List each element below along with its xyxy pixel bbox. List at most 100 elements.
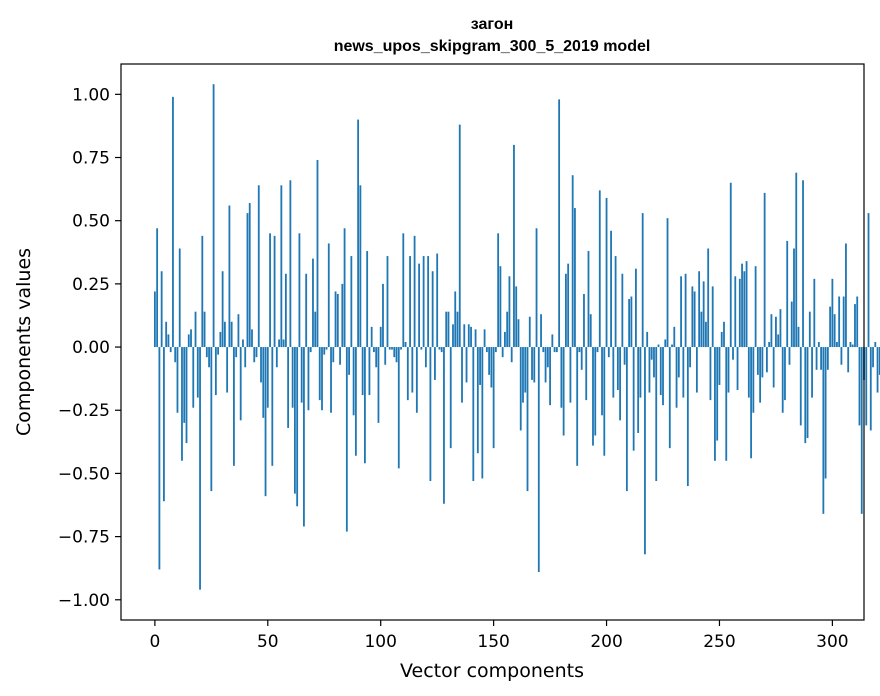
bar-component-100	[379, 326, 382, 348]
bar-component-299	[829, 306, 832, 348]
bar-component-34	[230, 321, 233, 348]
bar-component-211	[630, 296, 633, 348]
bar-component-245	[707, 248, 710, 348]
bar-component-113	[409, 256, 411, 348]
bar-component-306	[845, 243, 847, 348]
bar-component-204	[614, 256, 617, 348]
bar-component-38	[239, 347, 242, 421]
bar-component-176	[551, 334, 554, 348]
bar-component-60	[289, 180, 292, 348]
bar-component-258	[736, 347, 739, 391]
bar-component-93	[364, 347, 366, 464]
y-tick-label: 0.50	[72, 212, 110, 232]
bar-component-167	[531, 347, 533, 380]
bar-component-62	[293, 347, 296, 494]
bar-component-22	[203, 311, 206, 348]
bar-component-89	[354, 347, 357, 456]
bar-component-171	[540, 314, 542, 348]
bar-component-317	[869, 347, 872, 431]
bar-component-179	[558, 99, 561, 348]
bar-component-94	[366, 251, 369, 348]
bar-component-260	[741, 263, 743, 348]
bar-component-12	[181, 347, 183, 461]
bar-component-123	[431, 271, 434, 348]
bar-component-104	[388, 347, 391, 350]
bar-component-255	[729, 182, 732, 348]
bar-component-221	[653, 347, 655, 378]
bar-component-151	[494, 347, 497, 353]
bar-component-31	[223, 321, 226, 348]
bar-component-187	[576, 347, 579, 466]
bar-component-303	[838, 296, 841, 348]
bar-component-26	[212, 84, 215, 348]
bar-component-272	[768, 342, 771, 348]
bar-component-315	[865, 347, 868, 426]
bar-component-312	[858, 347, 861, 426]
bar-component-162	[519, 347, 522, 431]
bar-component-244	[705, 321, 707, 348]
bar-component-157	[508, 276, 511, 348]
bar-component-105	[391, 347, 393, 350]
bar-component-134	[456, 311, 459, 348]
bar-component-79	[332, 347, 335, 363]
bar-component-205	[616, 347, 619, 391]
bar-component-129	[445, 311, 448, 348]
bar-component-235	[684, 273, 687, 348]
bar-component-41	[246, 213, 249, 348]
bar-component-316	[867, 213, 870, 348]
bar-component-48	[262, 347, 265, 418]
bar-component-17	[192, 347, 195, 408]
bar-component-128	[443, 347, 445, 504]
bar-component-318	[872, 347, 874, 368]
bar-component-242	[700, 311, 703, 348]
bar-component-140	[470, 326, 472, 348]
bar-component-5	[165, 321, 168, 348]
bar-component-107	[395, 347, 398, 363]
bar-component-135	[458, 124, 461, 348]
bar-component-50	[266, 347, 269, 408]
bar-component-293	[815, 347, 818, 370]
bar-component-25	[210, 347, 213, 492]
bar-component-7	[169, 347, 172, 353]
bar-component-261	[743, 271, 746, 348]
bar-component-278	[781, 347, 784, 413]
bar-component-154	[501, 347, 504, 358]
bar-component-119	[422, 256, 425, 348]
bar-component-145	[481, 347, 484, 479]
bar-component-284	[795, 172, 798, 348]
bar-component-295	[820, 347, 822, 370]
bar-component-71	[314, 311, 317, 348]
bar-component-173	[544, 347, 547, 383]
bar-component-228	[668, 347, 671, 449]
bar-component-233	[680, 276, 682, 348]
bar-component-108	[397, 347, 400, 469]
bar-component-287	[802, 180, 804, 348]
bar-component-44	[253, 347, 256, 363]
y-tick-label: −0.25	[58, 401, 110, 421]
bar-component-63	[296, 347, 299, 507]
bar-component-240	[695, 347, 698, 393]
bar-component-269	[761, 347, 764, 378]
bar-component-121	[427, 256, 430, 348]
bar-component-296	[822, 347, 825, 514]
x-axis: 0 50 100 150 200 250 300	[149, 620, 849, 652]
bar-component-175	[549, 347, 551, 406]
bar-component-264	[750, 347, 752, 459]
bar-component-227	[666, 218, 669, 348]
bar-component-68	[307, 347, 310, 411]
bar-component-208	[623, 347, 626, 365]
bar-component-307	[847, 347, 850, 373]
bar-component-292	[813, 278, 816, 348]
bar-component-92	[361, 347, 364, 396]
bar-component-194	[592, 347, 594, 446]
bar-component-81	[336, 293, 339, 348]
bar-component-116	[415, 347, 418, 413]
bar-component-90	[357, 119, 360, 348]
bar-component-248	[714, 347, 716, 461]
bar-component-311	[856, 296, 859, 348]
bar-component-13	[183, 347, 186, 423]
bar-component-32	[226, 347, 229, 393]
x-tick-label: 200	[590, 632, 622, 652]
bar-component-146	[483, 329, 486, 348]
